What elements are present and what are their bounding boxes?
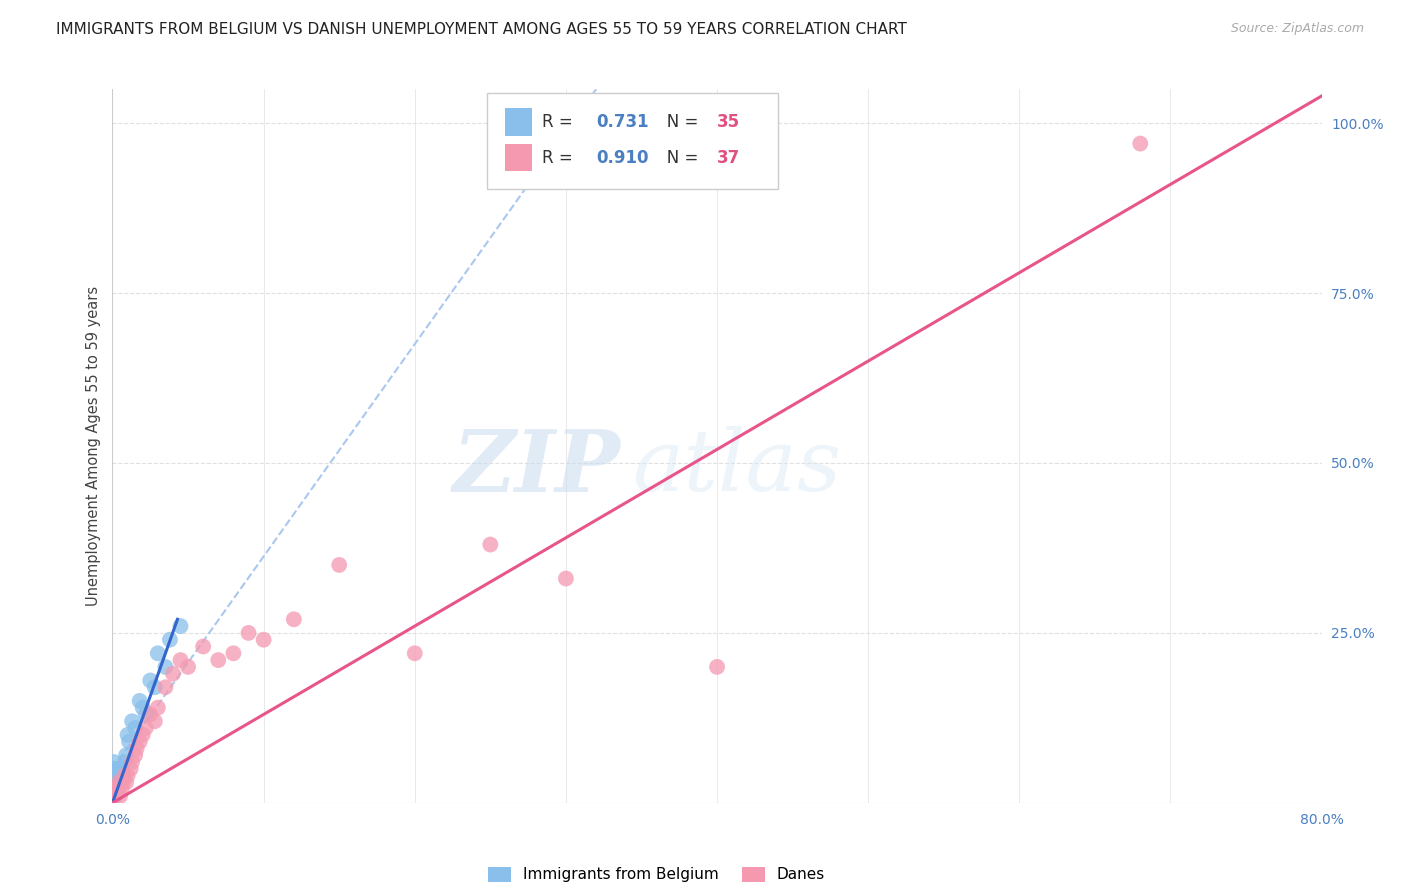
Text: Source: ZipAtlas.com: Source: ZipAtlas.com [1230, 22, 1364, 36]
Text: R =: R = [541, 113, 578, 131]
Point [554, 572, 576, 586]
Point [107, 762, 129, 776]
Point [103, 762, 125, 776]
Point [110, 782, 132, 797]
Point [404, 646, 426, 660]
Point [169, 653, 191, 667]
Point [110, 762, 132, 776]
FancyBboxPatch shape [506, 109, 531, 136]
Point [115, 775, 138, 789]
Point [104, 769, 127, 783]
Point [177, 660, 200, 674]
FancyBboxPatch shape [506, 145, 531, 171]
Text: atlas: atlas [633, 426, 842, 508]
Point [124, 748, 146, 763]
Text: N =: N = [651, 113, 703, 131]
Point [104, 789, 127, 803]
Point [103, 789, 125, 803]
Point [135, 721, 157, 735]
Point [117, 769, 139, 783]
Point [143, 714, 166, 729]
Point [107, 775, 129, 789]
Point [103, 755, 125, 769]
Point [125, 741, 148, 756]
Point [118, 734, 141, 748]
Point [328, 558, 350, 572]
Text: ZIP: ZIP [453, 425, 620, 509]
Point [139, 673, 162, 688]
Legend: Immigrants from Belgium, Danes: Immigrants from Belgium, Danes [482, 861, 831, 888]
Text: 37: 37 [717, 149, 741, 167]
Point [155, 660, 177, 674]
Point [108, 789, 131, 803]
Point [146, 646, 169, 660]
Point [155, 680, 177, 694]
Point [103, 782, 125, 797]
Point [103, 789, 125, 803]
FancyBboxPatch shape [488, 93, 778, 189]
Point [238, 626, 260, 640]
Point [104, 775, 127, 789]
Point [253, 632, 276, 647]
Point [706, 660, 728, 674]
Point [103, 775, 125, 789]
Text: 0.731: 0.731 [596, 113, 648, 131]
Point [105, 782, 128, 797]
Point [121, 755, 143, 769]
Point [283, 612, 305, 626]
Point [114, 755, 136, 769]
Point [112, 775, 135, 789]
Point [128, 734, 150, 748]
Text: 0.910: 0.910 [596, 149, 648, 167]
Point [135, 707, 157, 722]
Point [104, 789, 127, 803]
Point [114, 769, 136, 783]
Text: R =: R = [541, 149, 578, 167]
Point [103, 769, 125, 783]
Text: 35: 35 [717, 113, 740, 131]
Point [162, 666, 184, 681]
Point [103, 789, 125, 803]
Point [128, 694, 150, 708]
Point [115, 748, 138, 763]
Point [107, 775, 129, 789]
Point [105, 782, 128, 797]
Point [143, 680, 166, 694]
Point [159, 632, 181, 647]
Point [112, 769, 135, 783]
Point [103, 789, 125, 803]
Point [121, 714, 143, 729]
Point [207, 653, 229, 667]
Point [103, 782, 125, 797]
Text: N =: N = [651, 149, 703, 167]
Point [103, 789, 125, 803]
Y-axis label: Unemployment Among Ages 55 to 59 years: Unemployment Among Ages 55 to 59 years [86, 286, 101, 606]
Point [117, 728, 139, 742]
Point [132, 728, 155, 742]
Point [108, 769, 131, 783]
Point [479, 537, 502, 551]
Point [191, 640, 214, 654]
Point [132, 700, 155, 714]
Point [1129, 136, 1152, 151]
Point [139, 707, 162, 722]
Point [124, 721, 146, 735]
Point [105, 775, 128, 789]
Point [104, 782, 127, 797]
Point [146, 700, 169, 714]
Point [222, 646, 245, 660]
Point [169, 619, 191, 633]
Text: IMMIGRANTS FROM BELGIUM VS DANISH UNEMPLOYMENT AMONG AGES 55 TO 59 YEARS CORRELA: IMMIGRANTS FROM BELGIUM VS DANISH UNEMPL… [56, 22, 907, 37]
Point [120, 762, 142, 776]
